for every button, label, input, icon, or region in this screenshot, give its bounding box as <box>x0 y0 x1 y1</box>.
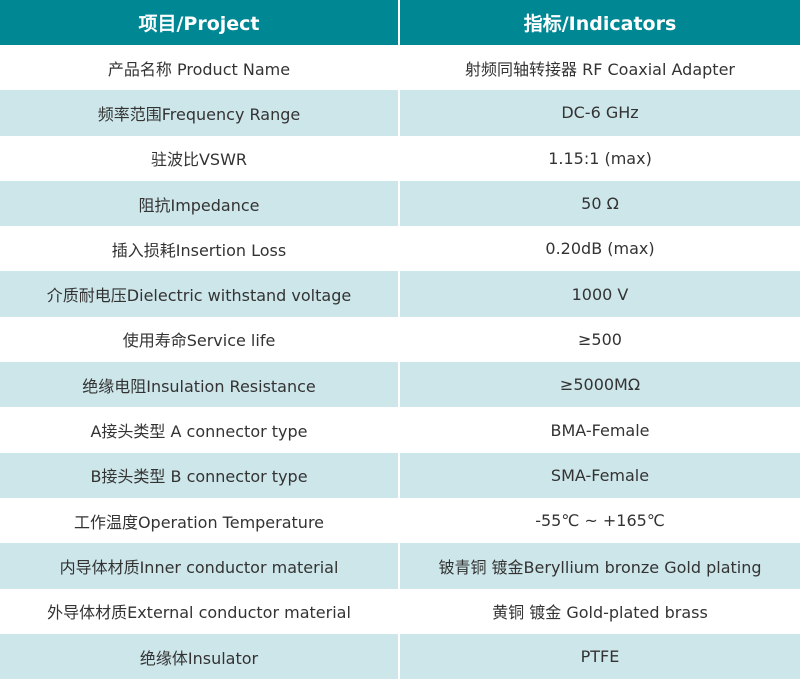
parameter-value: ≥5000MΩ <box>399 362 800 408</box>
table-row: 绝缘体Insulator PTFE <box>0 633 800 679</box>
table-row: 产品名称 Product Name 射频同轴转接器 RF Coaxial Adap… <box>0 45 800 91</box>
parameter-name: B接头类型 B connector type <box>0 452 400 498</box>
table-row: 工作温度Operation Temperature -55℃ ~ +165℃ <box>0 497 800 544</box>
table-row: 驻波比VSWR 1.15:1 (max) <box>0 135 800 181</box>
table-row: 插入损耗Insertion Loss 0.20dB (max) <box>0 226 800 272</box>
table-row: 绝缘电阻Insulation Resistance ≥5000MΩ <box>0 362 800 408</box>
parameter-value: 50 Ω <box>399 180 800 227</box>
parameter-value: 0.20dB (max) <box>545 239 655 259</box>
parameter-name: 工作温度Operation Temperature <box>0 497 400 544</box>
table-row: A接头类型 A connector type BMA-Female <box>0 407 800 453</box>
parameter-value: 1.15:1 (max) <box>548 148 652 168</box>
table-row: 频率范围Frequency Range DC-6 GHz <box>0 90 800 136</box>
parameter-value: PTFE <box>399 633 800 679</box>
parameter-name: 绝缘电阻Insulation Resistance <box>0 362 400 408</box>
parameter-name: 插入损耗Insertion Loss <box>0 226 400 272</box>
table-row: 使用寿命Service life ≥500 <box>0 316 800 363</box>
parameter-value: 射频同轴转接器 RF Coaxial Adapter <box>465 59 735 79</box>
parameter-name: 阻抗Impedance <box>0 180 400 227</box>
parameter-name: 介质耐电压Dielectric withstand voltage <box>0 271 400 317</box>
parameter-name: 绝缘体Insulator <box>0 633 400 679</box>
parameter-name: 使用寿命Service life <box>0 316 400 363</box>
parameter-name: 外导体材质External conductor material <box>0 588 400 634</box>
parameter-name: A接头类型 A connector type <box>0 407 400 453</box>
header-project: 项目/Project <box>0 0 400 45</box>
parameter-value: 1000 V <box>399 271 800 317</box>
table-row: 外导体材质External conductor material 黄铜 镀金 Go… <box>0 588 800 634</box>
parameter-value: BMA-Female <box>550 420 650 440</box>
parameter-value: ≥500 <box>578 329 622 349</box>
parameter-name: 频率范围Frequency Range <box>0 90 400 136</box>
parameter-name: 驻波比VSWR <box>0 135 400 181</box>
parameter-value: 黄铜 镀金 Gold-plated brass <box>492 603 708 623</box>
header-indicators: 指标/Indicators <box>399 0 800 45</box>
table-row: B接头类型 B connector type SMA-Female <box>0 452 800 498</box>
parameter-value: 铍青铜 镀金Beryllium bronze Gold plating <box>399 543 800 589</box>
table-row: 内导体材质Inner conductor material 铍青铜 镀金Beryl… <box>0 543 800 589</box>
table-row: 介质耐电压Dielectric withstand voltage 1000 V <box>0 271 800 317</box>
parameter-value: SMA-Female <box>399 452 800 498</box>
table-row: 阻抗Impedance 50 Ω <box>0 180 800 227</box>
parameter-value: -55℃ ~ +165℃ <box>535 511 665 531</box>
parameter-value: DC-6 GHz <box>399 90 800 136</box>
parameter-name: 内导体材质Inner conductor material <box>0 543 400 589</box>
table-header: 项目/Project 指标/Indicators <box>0 0 800 45</box>
parameter-name: 产品名称 Product Name <box>0 45 400 91</box>
